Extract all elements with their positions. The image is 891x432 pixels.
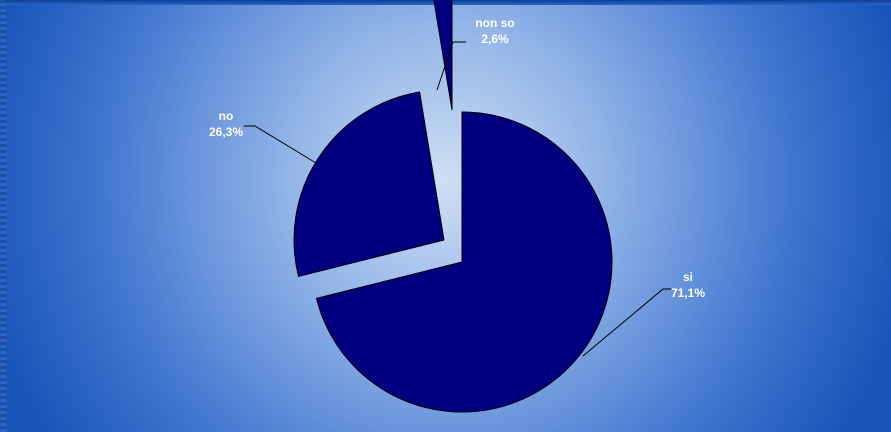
pie-slice-si [315,111,613,413]
slice-category-label: non so [475,16,514,30]
pie-slices [293,0,613,413]
slice-category-label: si [683,270,693,284]
pie-slice-non-so [433,0,453,111]
slice-percent-label: 26,3% [209,125,243,139]
leader-lines [244,41,676,357]
slice-labels: si 71,1% no 26,3% non so 2,6% [209,16,705,300]
slice-percent-label: 2,6% [481,32,509,46]
leader-line-si [582,288,676,357]
leader-line-no [244,125,317,164]
leader-line-non-so [436,41,466,91]
pie-slice-no [293,91,445,277]
slice-percent-label: 71,1% [671,286,705,300]
window-left-edge [0,0,6,432]
slice-category-label: no [219,109,234,123]
